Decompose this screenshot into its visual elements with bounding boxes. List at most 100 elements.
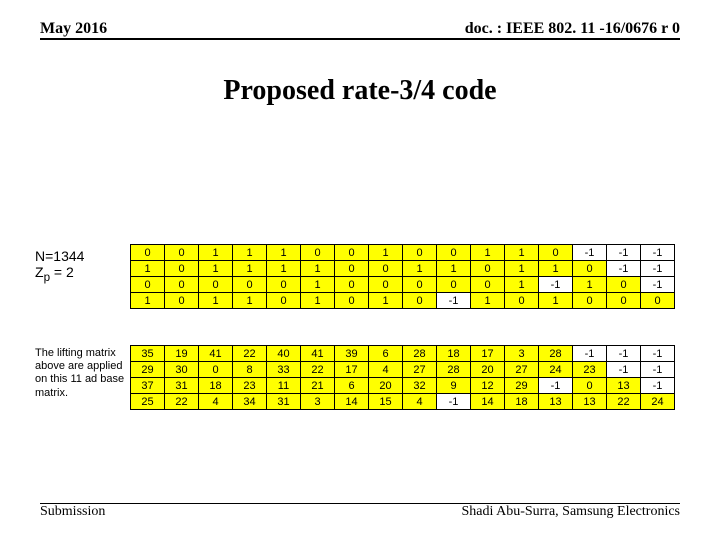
matrix-cell: 1 [539, 293, 573, 309]
matrix-cell: 17 [471, 346, 505, 362]
matrix-cell: 27 [505, 362, 539, 378]
matrix-cell: 34 [233, 394, 267, 410]
matrix-cell: -1 [641, 346, 675, 362]
label1-line2: Zp = 2 [35, 264, 84, 284]
matrix-cell: 0 [335, 245, 369, 261]
matrix-cell: 1 [437, 261, 471, 277]
matrix-cell: 23 [233, 378, 267, 394]
matrix1-table: 0011100100110-1-1-110111100110110-1-1000… [130, 244, 675, 309]
matrix-cell: -1 [641, 362, 675, 378]
matrix-cell: 20 [369, 378, 403, 394]
matrix-cell: 1 [233, 261, 267, 277]
matrix-cell: 13 [573, 394, 607, 410]
matrix-cell: -1 [641, 378, 675, 394]
matrix-cell: 1 [131, 293, 165, 309]
matrix-cell: 41 [301, 346, 335, 362]
matrix-cell: 9 [437, 378, 471, 394]
matrix-cell: 19 [165, 346, 199, 362]
matrix-cell: 0 [233, 277, 267, 293]
matrix-cell: 0 [301, 245, 335, 261]
matrix-cell: 1 [301, 293, 335, 309]
matrix-cell: 0 [267, 277, 301, 293]
matrix-cell: 4 [403, 394, 437, 410]
matrix-cell: 14 [335, 394, 369, 410]
slide-title: Proposed rate-3/4 code [0, 75, 720, 107]
matrix2-table: 351941224041396281817328-1-1-12930083322… [130, 345, 675, 410]
matrix-cell: 0 [573, 261, 607, 277]
matrix-cell: 28 [403, 346, 437, 362]
matrix-cell: 31 [165, 378, 199, 394]
matrix-cell: 0 [335, 261, 369, 277]
matrix-cell: 0 [607, 293, 641, 309]
matrix-cell: 0 [165, 277, 199, 293]
matrix-cell: 1 [369, 245, 403, 261]
matrix-cell: 1 [505, 277, 539, 293]
matrix-cell: 0 [539, 245, 573, 261]
matrix-cell: 0 [641, 293, 675, 309]
matrix-cell: 13 [607, 378, 641, 394]
matrix-cell: 4 [199, 394, 233, 410]
matrix-cell: -1 [607, 245, 641, 261]
matrix-cell: 22 [165, 394, 199, 410]
matrix-cell: 18 [437, 346, 471, 362]
matrix-cell: 21 [301, 378, 335, 394]
slide-footer: Submission Shadi Abu-Surra, Samsung Elec… [40, 503, 680, 520]
matrix-cell: -1 [641, 245, 675, 261]
matrix-cell: 1 [233, 293, 267, 309]
footer-right: Shadi Abu-Surra, Samsung Electronics [461, 504, 680, 520]
matrix-cell: 0 [131, 277, 165, 293]
matrix-cell: 1 [573, 277, 607, 293]
matrix-cell: 22 [233, 346, 267, 362]
matrix-cell: 25 [131, 394, 165, 410]
matrix-cell: 8 [233, 362, 267, 378]
matrix-cell: 0 [199, 277, 233, 293]
matrix-cell: 0 [267, 293, 301, 309]
matrix-cell: 0 [131, 245, 165, 261]
matrix-cell: 0 [335, 293, 369, 309]
matrix-cell: 0 [471, 277, 505, 293]
matrix-cell: 0 [369, 277, 403, 293]
matrix-cell: 41 [199, 346, 233, 362]
matrix-cell: 1 [403, 261, 437, 277]
matrix-cell: 29 [131, 362, 165, 378]
matrix-cell: 0 [573, 293, 607, 309]
matrix-cell: 1 [267, 245, 301, 261]
footer-left: Submission [40, 504, 105, 520]
matrix-cell: 0 [165, 245, 199, 261]
matrix-cell: 1 [199, 293, 233, 309]
matrix-cell: 20 [471, 362, 505, 378]
matrix-cell: -1 [437, 293, 471, 309]
matrix-cell: -1 [539, 378, 573, 394]
matrix-cell: 1 [199, 245, 233, 261]
matrix-cell: 0 [403, 293, 437, 309]
matrix-cell: 35 [131, 346, 165, 362]
matrix-cell: 27 [403, 362, 437, 378]
matrix1-label: N=1344 Zp = 2 [35, 248, 84, 284]
matrix-cell: 30 [165, 362, 199, 378]
matrix-cell: 33 [267, 362, 301, 378]
matrix-cell: -1 [607, 362, 641, 378]
matrix-cell: 23 [573, 362, 607, 378]
matrix-cell: 1 [471, 293, 505, 309]
matrix-cell: 18 [199, 378, 233, 394]
matrix-cell: 40 [267, 346, 301, 362]
matrix-cell: 0 [199, 362, 233, 378]
matrix-cell: 0 [165, 293, 199, 309]
matrix-cell: 32 [403, 378, 437, 394]
matrix-cell: 39 [335, 346, 369, 362]
matrix-cell: 14 [471, 394, 505, 410]
header-doc: doc. : IEEE 802. 11 -16/0676 r 0 [465, 20, 680, 38]
matrix-cell: 22 [607, 394, 641, 410]
matrix-cell: 0 [437, 277, 471, 293]
matrix-cell: 29 [505, 378, 539, 394]
label1-line1: N=1344 [35, 248, 84, 264]
matrix2-label: The lifting matrix above are applied on … [35, 347, 130, 400]
matrix-cell: 1 [199, 261, 233, 277]
matrix-cell: 24 [539, 362, 573, 378]
header-date: May 2016 [40, 20, 107, 38]
matrix-cell: 0 [607, 277, 641, 293]
matrix-cell: 15 [369, 394, 403, 410]
matrix-cell: 1 [539, 261, 573, 277]
matrix-cell: 12 [471, 378, 505, 394]
matrix-cell: 0 [573, 378, 607, 394]
